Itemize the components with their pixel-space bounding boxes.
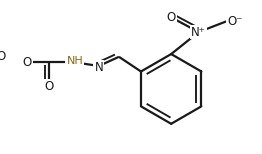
Text: N: N bbox=[94, 61, 103, 74]
Text: O: O bbox=[45, 80, 54, 93]
Text: N⁺: N⁺ bbox=[191, 26, 206, 38]
Text: NH: NH bbox=[67, 56, 83, 66]
Text: O: O bbox=[0, 50, 6, 63]
Text: O⁻: O⁻ bbox=[227, 14, 243, 28]
Text: O: O bbox=[23, 56, 32, 69]
Text: O: O bbox=[167, 11, 176, 24]
